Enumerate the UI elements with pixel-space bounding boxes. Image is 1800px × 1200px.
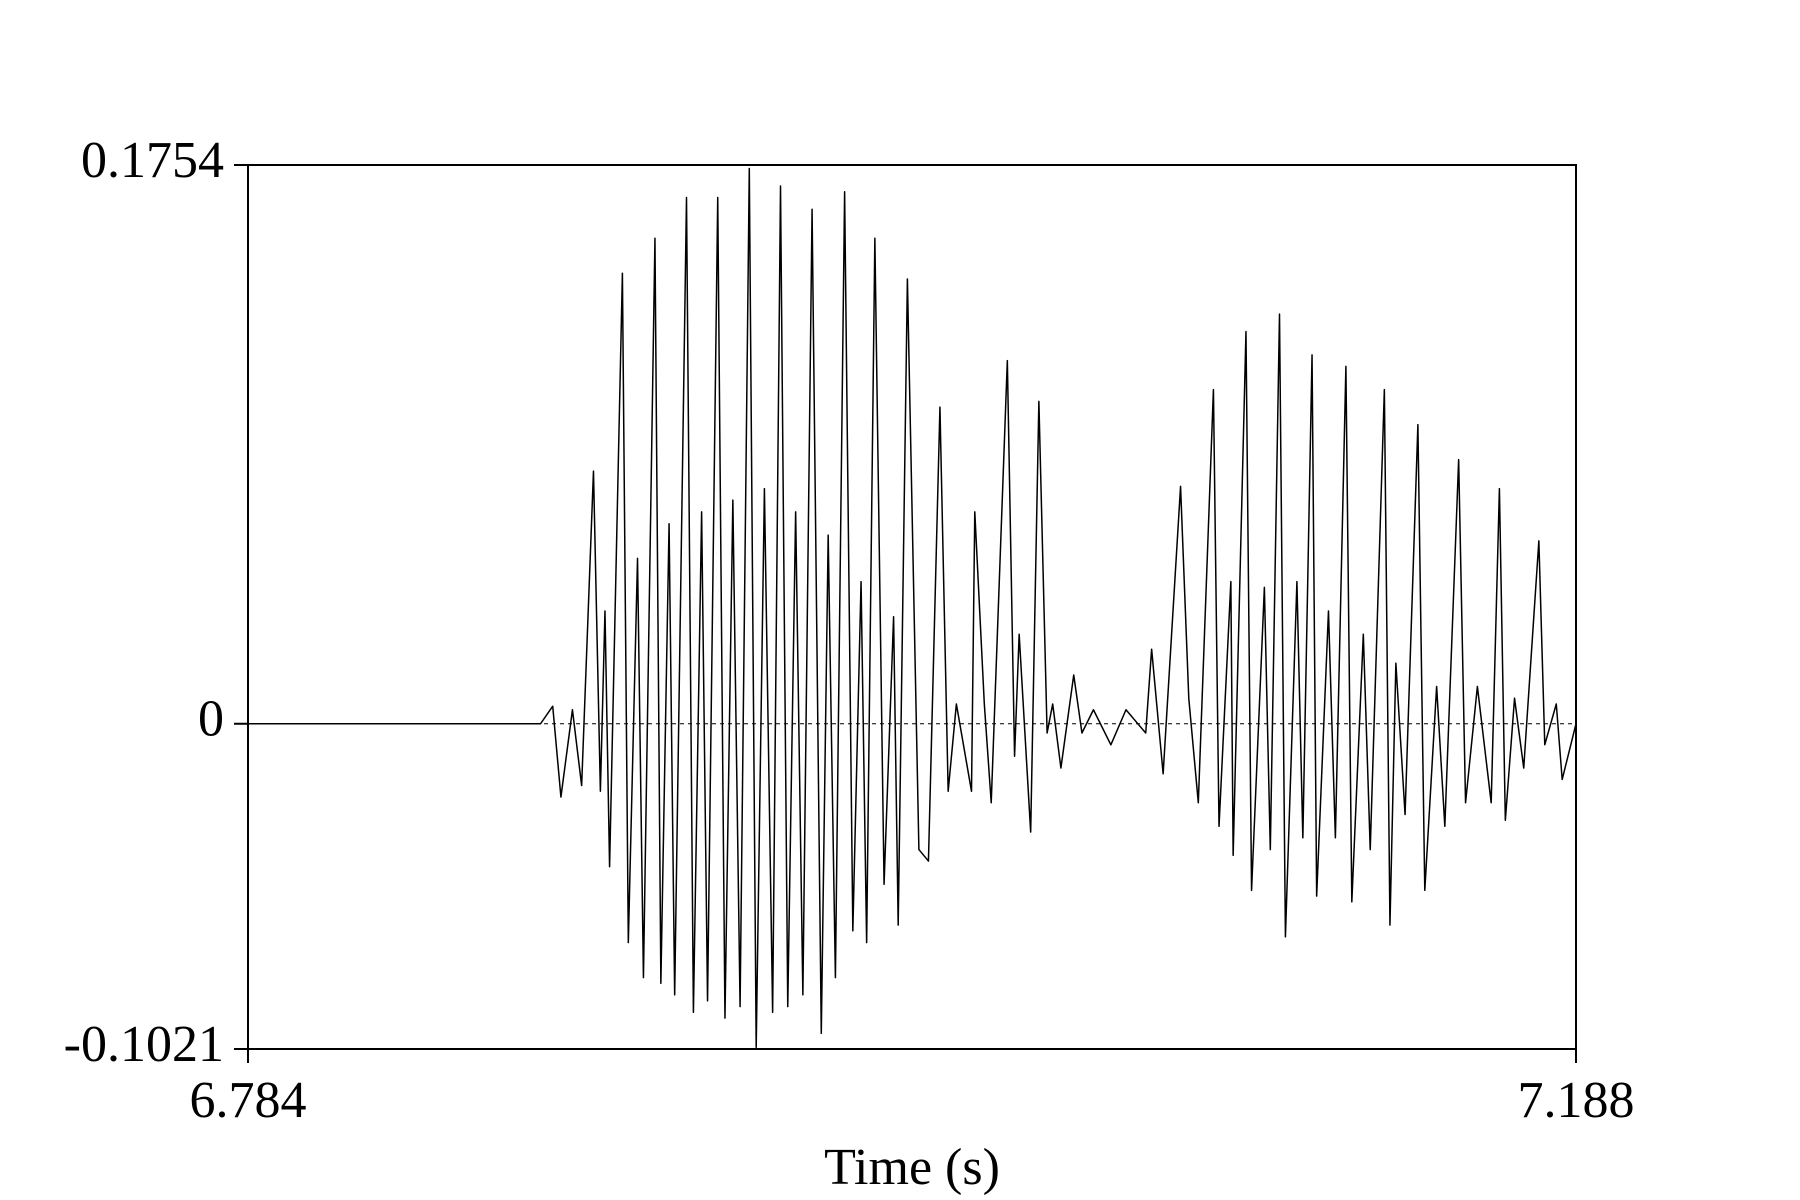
plot-frame — [247, 164, 1577, 1050]
y-tick-label: 0.1754 — [81, 132, 224, 189]
x-tick-label: 6.784 — [190, 1072, 307, 1129]
y-tick-label: -0.1021 — [64, 1016, 224, 1073]
x-tick-label: 7.188 — [1518, 1072, 1635, 1129]
x-axis-label: Time (s) — [824, 1139, 1000, 1196]
y-tick-label: 0 — [198, 691, 224, 748]
waveform — [248, 167, 1577, 1049]
